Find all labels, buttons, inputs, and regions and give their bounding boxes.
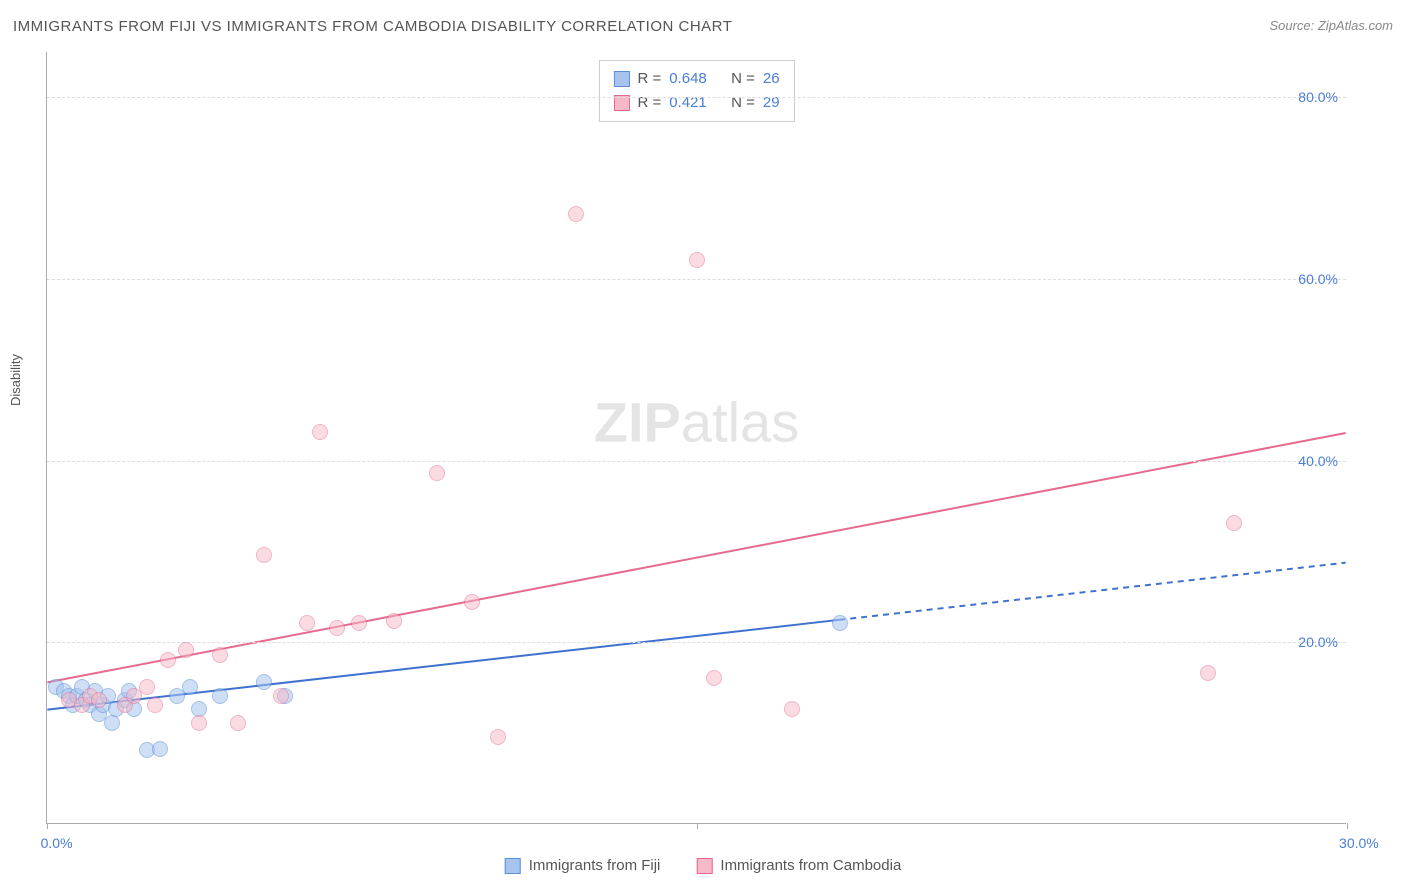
- stats-r-label: R =: [637, 91, 661, 115]
- scatter-point-cambodia: [1226, 515, 1242, 531]
- source-label: Source: ZipAtlas.com: [1269, 18, 1393, 33]
- stats-r-value: 0.421: [669, 91, 707, 115]
- x-tick: [47, 823, 48, 829]
- y-tick-label: 20.0%: [1298, 634, 1338, 650]
- scatter-point-cambodia: [139, 679, 155, 695]
- scatter-point-cambodia: [312, 424, 328, 440]
- gridline: [47, 461, 1346, 462]
- scatter-point-cambodia: [256, 547, 272, 563]
- scatter-point-fiji: [182, 679, 198, 695]
- stats-row-cambodia: R = 0.421 N = 29: [613, 91, 779, 115]
- legend-swatch: [505, 858, 521, 874]
- swatch-fiji: [613, 71, 629, 87]
- scatter-point-cambodia: [91, 692, 107, 708]
- scatter-point-cambodia: [191, 715, 207, 731]
- x-tick: [1347, 823, 1348, 829]
- scatter-point-cambodia: [429, 465, 445, 481]
- trend-line-cambodia: [47, 433, 1345, 682]
- y-tick-label: 80.0%: [1298, 89, 1338, 105]
- gridline: [47, 97, 1346, 98]
- scatter-point-cambodia: [386, 613, 402, 629]
- stats-box: R = 0.648 N = 26 R = 0.421 N = 29: [598, 60, 794, 122]
- scatter-point-cambodia: [568, 206, 584, 222]
- stats-row-fiji: R = 0.648 N = 26: [613, 67, 779, 91]
- scatter-point-fiji: [832, 615, 848, 631]
- x-tick-label: 0.0%: [41, 835, 73, 851]
- scatter-point-cambodia: [147, 697, 163, 713]
- x-tick-label: 30.0%: [1339, 835, 1379, 851]
- scatter-point-cambodia: [706, 670, 722, 686]
- legend-label: Immigrants from Fiji: [529, 857, 661, 874]
- chart-title: IMMIGRANTS FROM FIJI VS IMMIGRANTS FROM …: [13, 18, 732, 35]
- chart-header: IMMIGRANTS FROM FIJI VS IMMIGRANTS FROM …: [13, 18, 1393, 42]
- stats-n-value: 29: [763, 91, 780, 115]
- trend-lines-svg: [47, 52, 1346, 823]
- bottom-legend: Immigrants from Fiji Immigrants from Camb…: [505, 857, 902, 874]
- stats-n-value: 26: [763, 67, 780, 91]
- scatter-point-cambodia: [160, 652, 176, 668]
- scatter-point-fiji: [256, 674, 272, 690]
- legend-label: Immigrants from Cambodia: [720, 857, 901, 874]
- scatter-point-cambodia: [464, 594, 480, 610]
- stats-r-label: R =: [637, 67, 661, 91]
- scatter-point-cambodia: [212, 647, 228, 663]
- scatter-point-cambodia: [784, 701, 800, 717]
- scatter-point-cambodia: [230, 715, 246, 731]
- scatter-point-cambodia: [351, 615, 367, 631]
- scatter-point-cambodia: [329, 620, 345, 636]
- gridline: [47, 279, 1346, 280]
- plot-area: ZIPatlas R =0.648 N =26R =0.421 N =29 20…: [46, 52, 1346, 824]
- gridline: [47, 642, 1346, 643]
- legend-item: Immigrants from Fiji: [505, 857, 661, 874]
- y-tick-label: 40.0%: [1298, 453, 1338, 469]
- scatter-point-fiji: [212, 688, 228, 704]
- scatter-point-cambodia: [299, 615, 315, 631]
- scatter-point-fiji: [104, 715, 120, 731]
- y-tick-label: 60.0%: [1298, 271, 1338, 287]
- scatter-point-cambodia: [273, 688, 289, 704]
- legend-item: Immigrants from Cambodia: [696, 857, 901, 874]
- stats-r-value: 0.648: [669, 67, 707, 91]
- scatter-point-cambodia: [490, 729, 506, 745]
- scatter-point-cambodia: [178, 642, 194, 658]
- stats-n-label: N =: [731, 67, 755, 91]
- stats-n-label: N =: [731, 91, 755, 115]
- scatter-point-cambodia: [1200, 665, 1216, 681]
- y-axis-label: Disability: [8, 354, 23, 406]
- x-tick: [697, 823, 698, 829]
- scatter-point-cambodia: [689, 252, 705, 268]
- scatter-point-fiji: [152, 741, 168, 757]
- legend-swatch: [696, 858, 712, 874]
- trend-line-dashed-fiji: [839, 563, 1345, 620]
